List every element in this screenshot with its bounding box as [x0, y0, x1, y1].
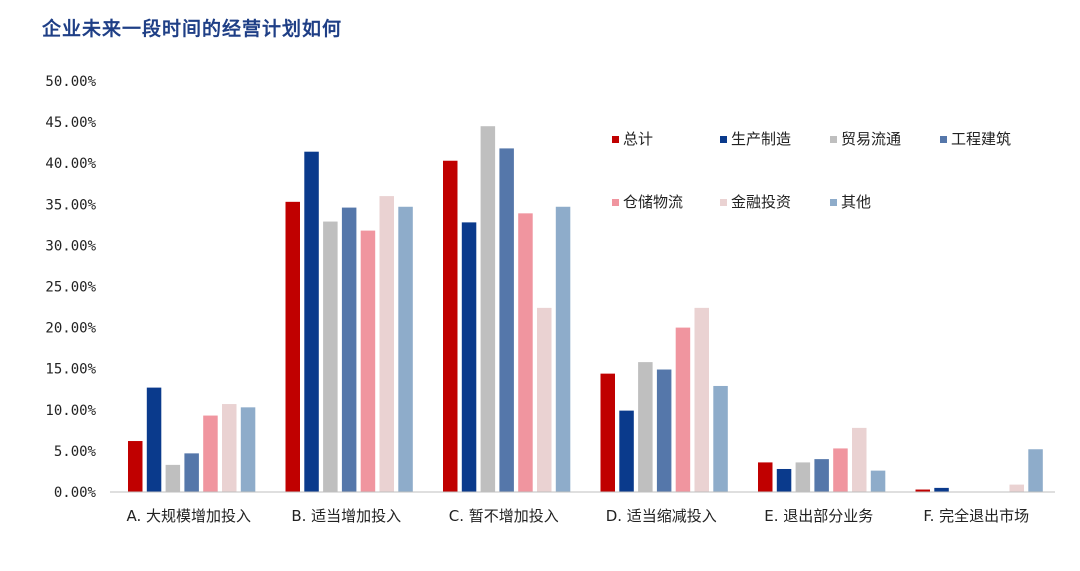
x-category-label: B. 适当增加投入 [291, 507, 401, 525]
x-category-label: F. 完全退出市场 [923, 507, 1029, 525]
bar [499, 148, 514, 493]
bar [146, 387, 162, 492]
bar [656, 369, 672, 492]
bar [1028, 449, 1043, 492]
y-tick-label: 45.00% [45, 115, 96, 131]
bar [555, 206, 571, 493]
bar [341, 207, 357, 492]
x-axis: A. 大规模增加投入 B. 适当增加投入 C. 暂不增加投入 D. 适当缩减投入 E. … [110, 491, 1055, 525]
bar [304, 151, 319, 492]
x-category-label: E. 退出部分业务 [764, 507, 873, 525]
bar [461, 222, 477, 492]
bar [518, 213, 533, 493]
y-tick-label: 30.00% [45, 238, 96, 254]
plot-area [128, 126, 1043, 493]
legend-label: 工程建筑 [951, 130, 1011, 148]
bar [694, 307, 709, 492]
bar [870, 470, 886, 492]
bar [915, 489, 930, 492]
bar [285, 201, 300, 493]
bar [814, 459, 829, 492]
legend-label: 金融投资 [731, 193, 791, 211]
legend-label: 总计 [623, 130, 653, 148]
y-tick-label: 20.00% [45, 321, 96, 337]
bar [184, 453, 199, 492]
bar [480, 126, 496, 493]
bar [852, 427, 867, 492]
chart-title: 企业未来一段时间的经营计划如何 [42, 18, 343, 40]
legend-label: 生产制造 [731, 130, 791, 148]
bar [675, 327, 691, 492]
bar [537, 307, 552, 492]
legend-label: 仓储物流 [623, 193, 683, 211]
x-category-label: C. 暂不增加投入 [449, 507, 559, 525]
y-tick-label: 40.00% [45, 156, 96, 172]
bar [128, 441, 143, 492]
legend-swatch [612, 136, 619, 143]
bar [934, 487, 949, 492]
bar [240, 407, 256, 492]
legend-label: 贸易流通 [841, 130, 901, 148]
y-tick-label: 25.00% [45, 280, 96, 296]
bar [713, 385, 728, 492]
bar [776, 468, 792, 492]
bar [758, 462, 773, 492]
y-tick-label: 50.00% [45, 74, 96, 90]
legend-swatch [830, 136, 837, 143]
y-tick-label: 35.00% [45, 197, 96, 213]
legend-swatch [720, 136, 727, 143]
legend-swatch [720, 199, 727, 206]
bar [222, 404, 237, 492]
bar [203, 415, 218, 492]
legend-swatch [830, 199, 837, 206]
bar [360, 230, 376, 492]
bar [443, 160, 458, 492]
bar [619, 410, 634, 492]
bar [600, 373, 615, 492]
y-tick-label: 15.00% [45, 362, 96, 378]
x-category-label: D. 适当缩减投入 [606, 507, 717, 525]
legend-swatch [940, 136, 947, 143]
y-tick-label: 10.00% [45, 403, 96, 419]
bar [638, 362, 653, 492]
bar [165, 464, 181, 492]
bar [1009, 484, 1024, 492]
bar [795, 462, 811, 492]
y-axis: 0.00% 5.00% 10.00% 15.00% 20.00% 25.00% 30.00%… [45, 74, 96, 501]
bar [398, 206, 413, 493]
y-tick-label: 0.00% [54, 485, 97, 501]
legend-label: 其他 [841, 193, 871, 211]
y-tick-label: 5.00% [54, 444, 97, 460]
bar [833, 448, 848, 492]
legend-swatch [612, 199, 619, 206]
bar [379, 196, 394, 492]
x-category-label: A. 大规模增加投入 [126, 507, 251, 525]
bar [323, 221, 338, 492]
